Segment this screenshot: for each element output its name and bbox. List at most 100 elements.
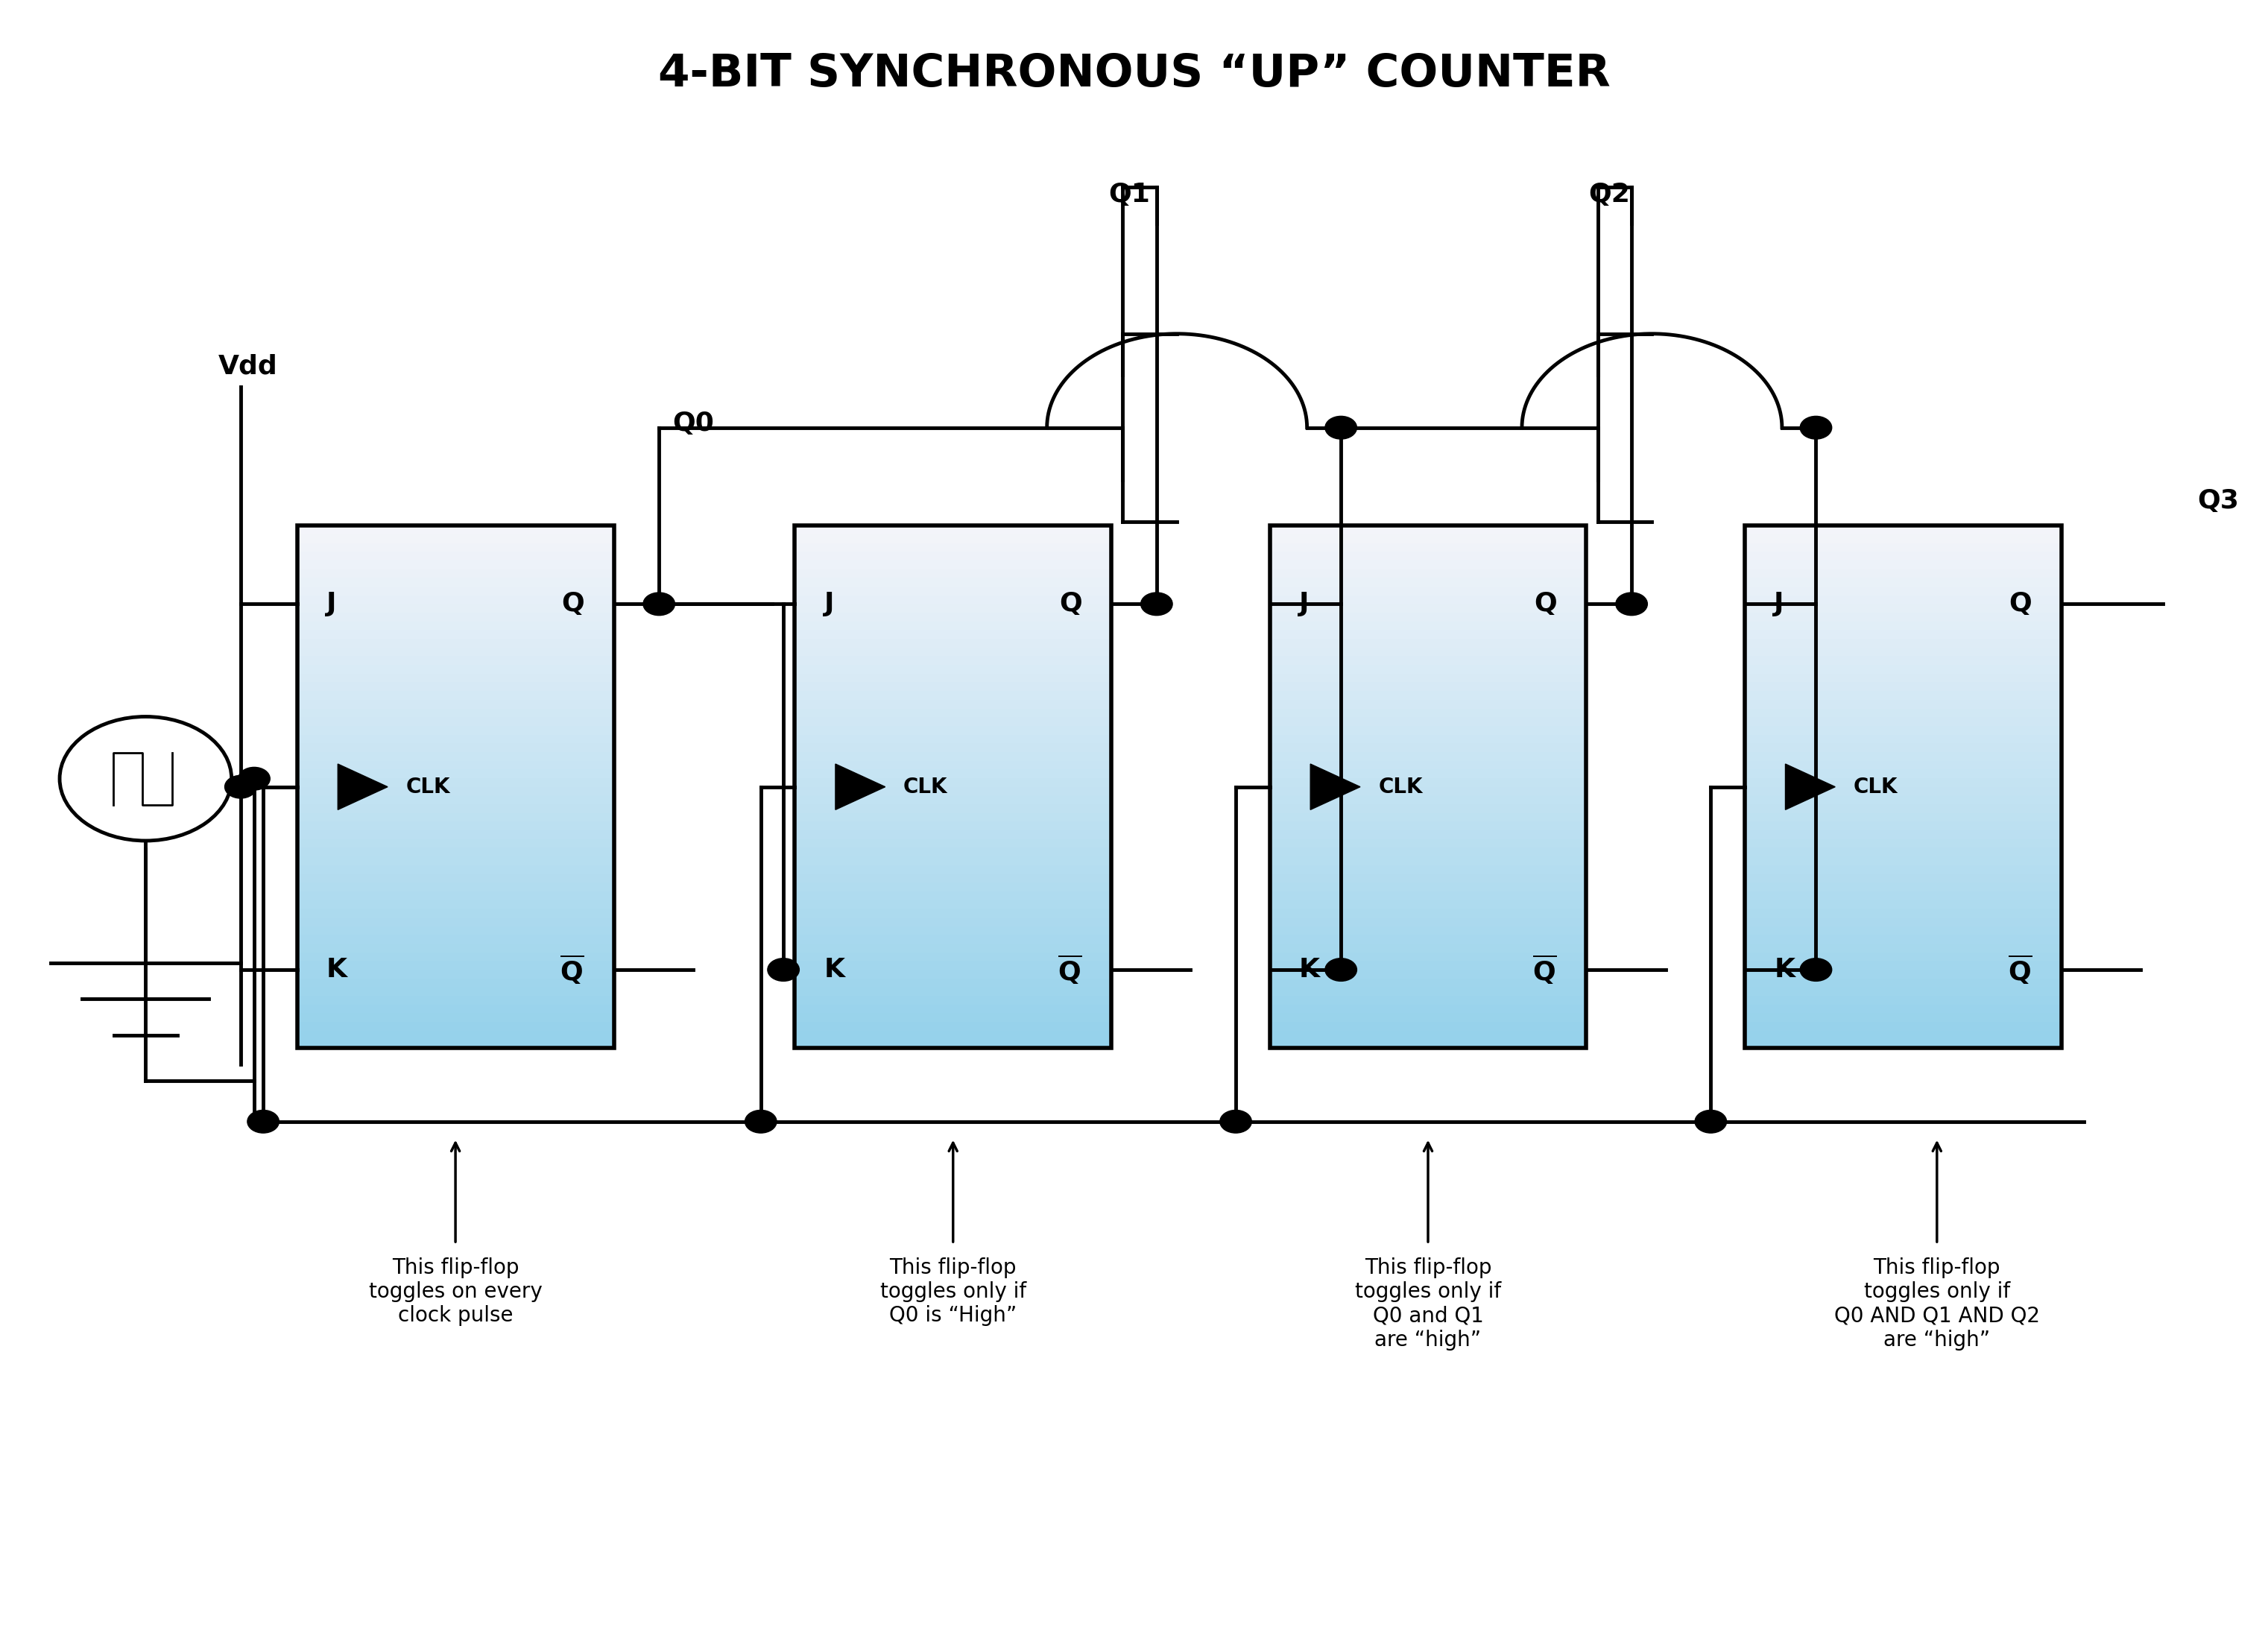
Text: J: J [327, 592, 336, 616]
Circle shape [1694, 1110, 1726, 1133]
Bar [1744, 892, 2062, 900]
Bar [1744, 952, 2062, 960]
Bar [1270, 760, 1585, 769]
Bar [1270, 813, 1585, 821]
Bar [794, 682, 1111, 692]
Bar [794, 647, 1111, 656]
Bar [1744, 805, 2062, 813]
Bar [1270, 1031, 1585, 1039]
Bar [1744, 718, 2062, 726]
Bar [297, 997, 615, 1005]
Text: J: J [823, 592, 835, 616]
Bar [794, 534, 1111, 543]
Bar [297, 769, 615, 779]
Text: Q: Q [1533, 592, 1556, 616]
Bar [297, 752, 615, 760]
Bar [1270, 865, 1585, 874]
Bar [794, 552, 1111, 561]
Bar [297, 543, 615, 552]
Bar [297, 865, 615, 874]
Bar [297, 639, 615, 647]
Circle shape [59, 716, 231, 841]
Bar [794, 569, 1111, 579]
Bar [297, 718, 615, 726]
Text: Q3: Q3 [2198, 488, 2239, 513]
Bar [297, 665, 615, 674]
Bar [1744, 997, 2062, 1005]
Bar [1744, 552, 2062, 561]
Bar [1270, 639, 1585, 647]
Bar [1270, 552, 1585, 561]
Bar [1744, 621, 2062, 629]
Bar [794, 543, 1111, 552]
Bar [1744, 1023, 2062, 1031]
Bar [794, 978, 1111, 987]
Text: Vdd: Vdd [218, 354, 277, 379]
Bar [1744, 647, 2062, 656]
Bar [794, 918, 1111, 926]
Bar [1744, 883, 2062, 892]
Bar [297, 726, 615, 734]
Bar [794, 708, 1111, 718]
Bar [794, 883, 1111, 892]
Bar [297, 952, 615, 960]
Bar [1744, 760, 2062, 769]
Bar [297, 847, 615, 857]
Bar [1270, 960, 1585, 970]
Bar [1744, 1031, 2062, 1039]
Bar [1270, 526, 1585, 534]
Bar [794, 629, 1111, 639]
Bar [1744, 821, 2062, 831]
Bar [794, 613, 1111, 621]
Text: K: K [327, 957, 347, 982]
Bar [297, 787, 615, 795]
Bar [1270, 883, 1585, 892]
Bar [297, 552, 615, 561]
Bar [297, 1023, 615, 1031]
Bar [297, 987, 615, 997]
Circle shape [238, 767, 270, 790]
Bar [794, 787, 1111, 795]
Bar [297, 1013, 615, 1023]
Bar [794, 908, 1111, 918]
Bar [1744, 857, 2062, 865]
Bar [794, 718, 1111, 726]
Bar [1744, 744, 2062, 752]
Bar [794, 760, 1111, 769]
Polygon shape [835, 764, 885, 810]
Bar [794, 952, 1111, 960]
Bar [1744, 847, 2062, 857]
Bar [1744, 700, 2062, 708]
Text: Q1: Q1 [1109, 182, 1150, 207]
Circle shape [1325, 416, 1356, 439]
Bar [1270, 647, 1585, 656]
Bar [1744, 605, 2062, 613]
Bar [1744, 978, 2062, 987]
Bar [1270, 613, 1585, 621]
Bar [794, 656, 1111, 665]
Bar [297, 978, 615, 987]
Bar [1744, 665, 2062, 674]
Text: This flip-flop
toggles on every
clock pulse: This flip-flop toggles on every clock pu… [370, 1257, 542, 1326]
Bar [794, 779, 1111, 787]
Bar [297, 682, 615, 692]
Circle shape [225, 775, 256, 798]
Bar [1270, 952, 1585, 960]
Polygon shape [338, 764, 388, 810]
Bar [297, 744, 615, 752]
Bar [1744, 960, 2062, 970]
Bar [794, 1013, 1111, 1023]
Bar [1744, 708, 2062, 718]
Bar [1270, 708, 1585, 718]
Bar [297, 960, 615, 970]
Bar [794, 621, 1111, 629]
Bar [1270, 918, 1585, 926]
Bar [1270, 769, 1585, 779]
Bar [794, 926, 1111, 934]
Bar [1744, 865, 2062, 874]
Text: $\mathregular{\overline{Q}}$: $\mathregular{\overline{Q}}$ [1533, 954, 1556, 987]
Text: Q: Q [562, 592, 585, 616]
Bar [794, 821, 1111, 831]
Bar [1270, 534, 1585, 543]
Text: This flip-flop
toggles only if
Q0 AND Q1 AND Q2
are “high”: This flip-flop toggles only if Q0 AND Q1… [1835, 1257, 2039, 1351]
